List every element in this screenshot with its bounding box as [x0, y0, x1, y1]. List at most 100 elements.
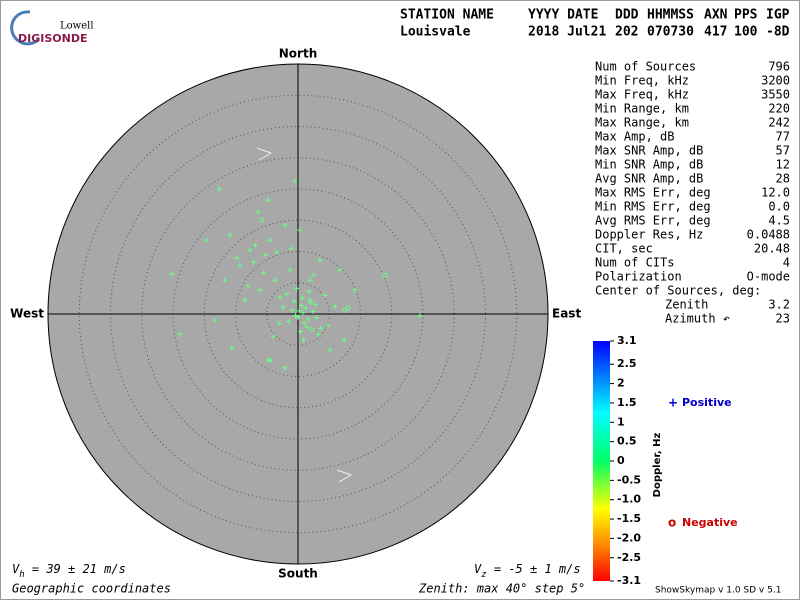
source-positive	[294, 285, 300, 291]
logo-arc	[10, 10, 39, 46]
source-positive	[300, 310, 306, 316]
source-negative	[382, 272, 388, 278]
source-positive	[204, 237, 210, 243]
source-positive	[227, 232, 233, 238]
source-positive	[229, 345, 235, 351]
stat-value: 0.0488	[747, 228, 790, 242]
colorbar-tick-label: 1.5	[617, 396, 637, 409]
source-positive	[286, 319, 292, 324]
colorbar-tick-label: -2.0	[617, 531, 641, 544]
stat-label: Max SNR Amp, dB	[595, 144, 703, 158]
version: ShowSkymap v 1.0 SD v 5.1	[655, 586, 781, 596]
stat-value: 0.0	[768, 200, 790, 214]
east-label: East	[552, 307, 581, 321]
vz-note-part: V	[474, 562, 482, 576]
source-positive	[307, 277, 313, 283]
source-positive	[297, 227, 303, 233]
source-positive	[303, 305, 308, 311]
vh-note-part: = 39 ± 21 m/s	[25, 562, 126, 576]
stat-value: 3550	[761, 88, 790, 102]
source-negative	[309, 327, 315, 333]
stat-label: Min Range, km	[595, 102, 689, 116]
chevron	[256, 147, 273, 161]
source-positive	[317, 257, 323, 263]
stat-value: 242	[768, 116, 790, 130]
stat-value: 28	[776, 172, 790, 186]
stat-label: Min SNR Amp, dB	[595, 158, 703, 172]
stat-label: Min RMS Err, deg	[595, 200, 711, 214]
source-positive	[298, 329, 303, 334]
source-positive	[332, 304, 338, 309]
legend-label: Positive	[682, 396, 732, 409]
header-name: IGP	[766, 8, 790, 23]
stat-value: 4	[783, 256, 790, 270]
stat-value: 3200	[761, 74, 790, 88]
vz-note: Vz = -5 ± 1 m/s	[474, 562, 581, 580]
colorbar-tick-label: -3.1	[617, 574, 641, 587]
header-value: Louisvale	[400, 25, 471, 40]
legend-marker: o	[668, 516, 676, 530]
source-positive	[169, 271, 175, 277]
source-positive	[222, 277, 228, 283]
source-positive	[337, 267, 343, 273]
source-positive	[277, 294, 283, 300]
header-value: 100	[734, 25, 758, 40]
stat-label: Num of CITs	[595, 256, 674, 270]
stat-label: Polarization	[595, 270, 682, 284]
source-positive	[282, 365, 288, 371]
header-name: YYYY DATE	[528, 8, 598, 23]
source-positive	[310, 309, 316, 314]
source-negative	[342, 307, 348, 313]
source-positive	[276, 320, 282, 326]
source-positive	[270, 334, 276, 339]
source-positive	[301, 320, 307, 326]
source-positive	[289, 307, 295, 313]
source-negative	[259, 217, 265, 223]
source-positive	[212, 317, 218, 323]
colorbar-tick-label: 0	[617, 454, 625, 467]
source-positive	[325, 322, 331, 328]
source-positive	[272, 277, 278, 283]
header-name: HHMMSS	[647, 8, 694, 23]
header-value: 417	[704, 25, 727, 40]
stat-value: 220	[768, 102, 790, 116]
source-positive	[282, 222, 288, 228]
north-label: North	[279, 47, 317, 61]
source-positive	[247, 247, 253, 253]
stat-label: Doppler Res, Hz	[595, 228, 703, 242]
source-positive	[284, 291, 290, 297]
colorbar-title: Doppler, Hz	[652, 433, 663, 498]
source-positive	[298, 302, 304, 308]
source-positive	[253, 242, 258, 248]
header-value: 202	[615, 25, 638, 40]
colorbar-tick-label: -1.0	[617, 493, 641, 506]
source-positive	[305, 316, 311, 322]
source-positive	[304, 324, 310, 330]
south-label: South	[278, 567, 318, 581]
source-positive	[295, 314, 301, 320]
west-label: West	[10, 307, 44, 321]
stat-value: 12.0	[761, 186, 790, 200]
source-positive	[177, 331, 183, 337]
source-positive	[308, 300, 313, 306]
source-positive	[307, 297, 313, 303]
source-positive	[311, 272, 317, 278]
colorbar-tick-label: -1.5	[617, 512, 641, 525]
colorbar	[593, 341, 610, 581]
source-positive	[292, 178, 298, 184]
vz-note-part: z	[481, 570, 486, 580]
colorbar-tick-label: -2.5	[617, 551, 641, 564]
stat-value: 796	[768, 60, 790, 74]
legend-label: Negative	[682, 516, 738, 529]
source-positive	[237, 262, 243, 268]
source-positive	[242, 297, 248, 303]
header-name: STATION NAME	[400, 8, 494, 23]
stat-label: Max Freq, kHz	[595, 88, 689, 102]
center-value: 3.2	[768, 298, 790, 312]
logo-bottom: DIGISONDE	[18, 32, 87, 45]
source-positive	[352, 287, 358, 293]
source-positive	[288, 245, 294, 251]
source-positive	[216, 186, 222, 192]
source-positive	[274, 249, 280, 255]
stat-value: O-mode	[747, 270, 790, 284]
